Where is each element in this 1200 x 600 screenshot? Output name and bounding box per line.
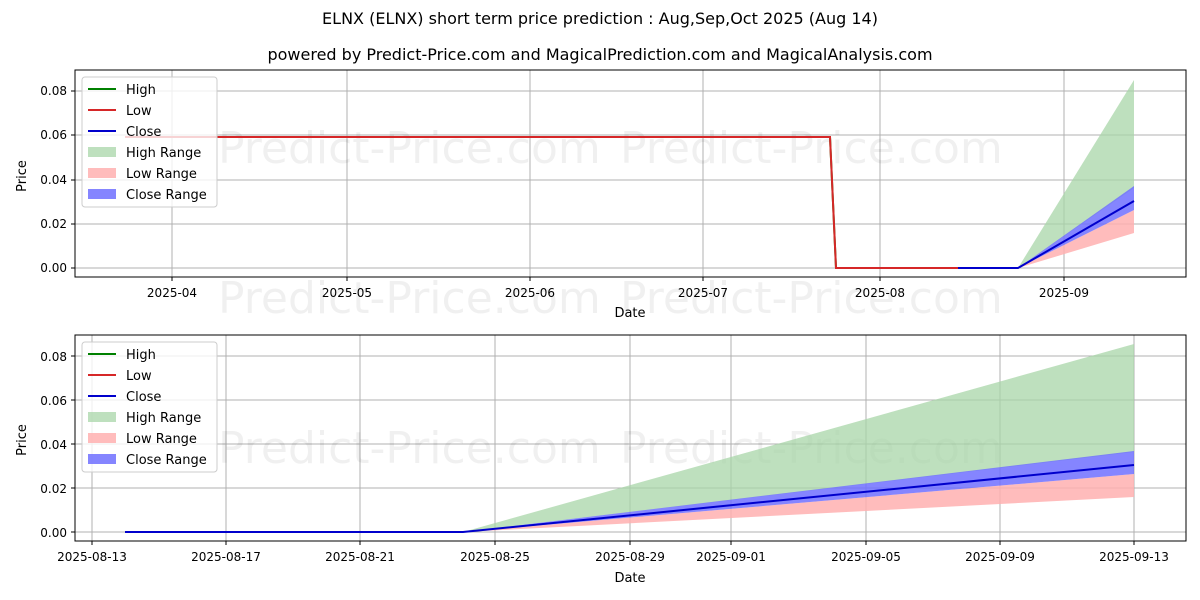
top-x-ticks: [171, 277, 1065, 281]
x-tick-label: 2025-09-09: [965, 550, 1035, 564]
legend-label: Low Range: [126, 432, 197, 447]
x-tick-label: 2025-07: [678, 286, 728, 300]
watermark: Predict-Price.com: [620, 273, 1003, 324]
top-axes-frame: [74, 69, 1187, 278]
x-tick-label: 2025-06: [505, 286, 555, 300]
legend-label: Low: [126, 369, 152, 384]
x-tick-label: 2025-08-25: [460, 550, 530, 564]
close-range-area: [463, 451, 1134, 532]
y-tick-label: 0.06: [40, 394, 67, 408]
y-tick-label: 0.02: [40, 482, 67, 496]
legend-label: Close: [126, 390, 161, 405]
legend-low-range-swatch: [88, 433, 116, 443]
x-axis-label: Date: [614, 306, 645, 321]
top-y-ticks: [71, 90, 75, 269]
x-axis-label: Date: [614, 571, 645, 586]
y-tick-label: 0.04: [40, 173, 67, 187]
y-tick-label: 0.08: [40, 84, 67, 98]
x-tick-label: 2025-08-21: [325, 550, 395, 564]
bottom-legend: High Low Close High Range Low Range Clos…: [81, 341, 218, 473]
close-line: [125, 464, 1135, 533]
x-tick-label: 2025-09-05: [831, 550, 901, 564]
legend-low-range-swatch: [88, 168, 116, 178]
legend-label: High: [126, 348, 156, 363]
y-axis-label: Price: [15, 424, 30, 456]
y-tick-label: 0.08: [40, 350, 67, 364]
x-tick-label: 2025-08-29: [595, 550, 665, 564]
y-tick-label: 0.00: [40, 261, 67, 275]
close-range-area: [1018, 186, 1134, 268]
legend-high-range-swatch: [88, 147, 116, 157]
legend-label: Close Range: [126, 453, 207, 468]
top-legend: High Low Close High Range Low Range Clos…: [81, 76, 218, 208]
x-tick-label: 2025-08-13: [57, 550, 127, 564]
x-tick-label: 2025-09-13: [1099, 550, 1169, 564]
watermark: Predict-Price.com: [218, 123, 601, 174]
y-tick-label: 0.00: [40, 526, 67, 540]
legend-label: Close: [126, 125, 161, 140]
legend-label: Low: [126, 104, 152, 119]
legend-label: High Range: [126, 146, 201, 161]
legend-high-range-swatch: [88, 412, 116, 422]
legend-label: High Range: [126, 411, 201, 426]
high-range-area: [1018, 80, 1134, 268]
y-tick-label: 0.06: [40, 128, 67, 142]
bottom-y-ticks: [71, 355, 75, 533]
legend-label: Low Range: [126, 167, 197, 182]
legend-label: High: [126, 83, 156, 98]
y-tick-label: 0.02: [40, 217, 67, 231]
x-tick-label: 2025-08: [855, 286, 905, 300]
legend-close-range-swatch: [88, 189, 116, 199]
watermark: Predict-Price.com: [218, 423, 601, 474]
x-tick-label: 2025-09: [1039, 286, 1089, 300]
x-tick-label: 2025-04: [147, 286, 197, 300]
chart-title: ELNX (ELNX) short term price prediction …: [322, 9, 878, 28]
top-chart: Predict-Price.com Predict-Price.com Pred…: [15, 69, 1187, 324]
y-tick-label: 0.04: [40, 438, 67, 452]
x-tick-label: 2025-09-01: [696, 550, 766, 564]
legend-close-range-swatch: [88, 454, 116, 464]
chart-subtitle: powered by Predict-Price.com and Magical…: [267, 45, 933, 64]
legend-label: Close Range: [126, 188, 207, 203]
watermark: Predict-Price.com: [620, 123, 1003, 174]
high-range-area: [463, 344, 1134, 532]
bottom-chart: Predict-Price.com Predict-Price.com 0.00…: [15, 334, 1187, 586]
watermark: Predict-Price.com: [218, 273, 601, 324]
x-tick-label: 2025-05: [322, 286, 372, 300]
close-line: [958, 200, 1135, 269]
x-tick-label: 2025-08-17: [191, 550, 261, 564]
y-axis-label: Price: [15, 160, 30, 192]
low-line: [125, 136, 958, 269]
top-grid: [75, 70, 1186, 277]
bottom-x-ticks: [91, 541, 1135, 545]
